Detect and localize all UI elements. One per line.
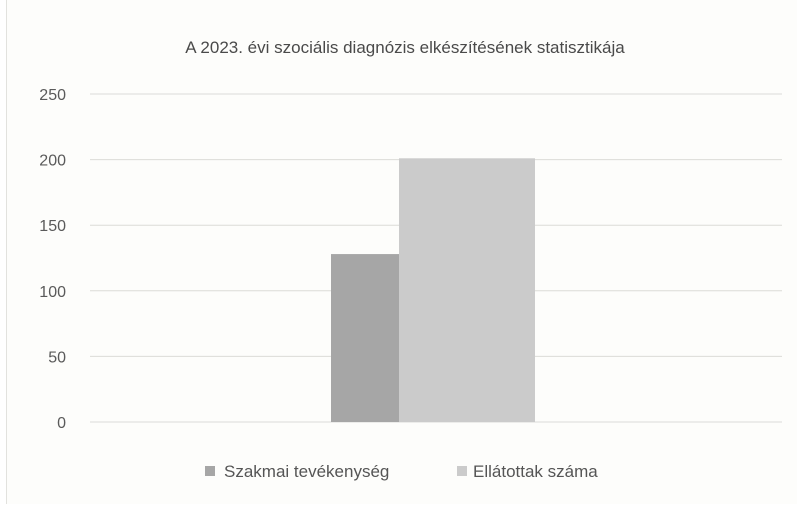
- bar-ellatottak-szama: [399, 158, 535, 422]
- legend-swatch-0: [205, 466, 215, 476]
- chart-title: A 2023. évi szociális diagnózis elkészít…: [185, 38, 625, 57]
- legend-label-1: Ellátottak száma: [473, 462, 598, 481]
- y-tick-label-50: 50: [48, 349, 66, 366]
- y-tick-label-150: 150: [39, 218, 66, 235]
- bars: [331, 158, 535, 422]
- y-tick-label-100: 100: [39, 284, 66, 301]
- y-tick-label-0: 0: [57, 415, 66, 432]
- bar-szakmai-tevekenyseg: [331, 254, 399, 422]
- legend-label-0: Szakmai tevékenység: [224, 462, 389, 481]
- legend: Szakmai tevékenység Ellátottak száma: [205, 462, 598, 481]
- y-tick-label-200: 200: [39, 153, 66, 170]
- y-axis-tick-labels: 250 200 150 100 50 0: [39, 87, 66, 432]
- legend-swatch-1: [457, 466, 467, 476]
- y-tick-label-250: 250: [39, 87, 66, 104]
